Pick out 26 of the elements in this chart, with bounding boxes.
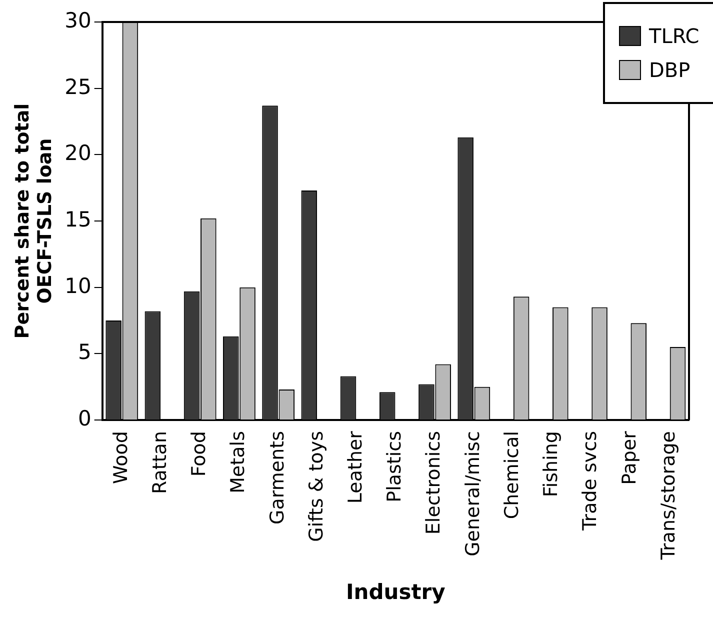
x-tick-label: Trade svcs xyxy=(579,431,602,532)
x-tick-label: Electronics xyxy=(422,431,445,535)
x-tick-label: Rattan xyxy=(148,431,171,494)
x-tick-label: Paper xyxy=(618,430,640,485)
x-tick-label: Trans/storage xyxy=(657,431,680,561)
legend-label: TLRC xyxy=(649,24,700,48)
y-tick-label: 20 xyxy=(64,141,92,166)
y-tick-label: 25 xyxy=(64,74,92,99)
x-tick-label: Garments xyxy=(266,431,288,524)
y-axis-title: Percent share to total OECF-TSLS loan xyxy=(11,103,56,339)
y-tick-label: 10 xyxy=(64,274,92,298)
x-tick-label: Chemical xyxy=(500,431,523,520)
x-tick-label: Food xyxy=(188,431,210,477)
legend-label: DBP xyxy=(649,58,690,82)
x-tick-label: Wood xyxy=(110,431,132,484)
y-tick-label: 0 xyxy=(78,406,92,430)
x-tick-label: Gifts & toys xyxy=(305,431,328,542)
y-tick-label: 30 xyxy=(64,8,92,32)
x-tick-label: General/misc xyxy=(462,431,484,556)
x-axis-title: Industry xyxy=(346,580,446,604)
y-tick-label: 15 xyxy=(64,207,92,232)
x-tick-label: Metals xyxy=(227,431,250,494)
x-tick-label: Plastics xyxy=(384,431,406,502)
y-tick-label: 5 xyxy=(78,340,92,364)
x-tick-label: Leather xyxy=(344,430,366,504)
x-tick-label: Fishing xyxy=(540,431,562,498)
